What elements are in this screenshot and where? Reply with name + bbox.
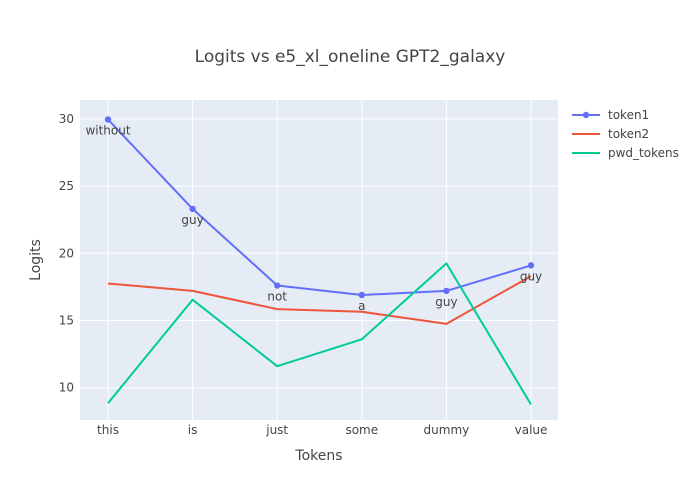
data-point[interactable] — [443, 287, 450, 295]
legend[interactable]: token1 token2 pwd_tokens — [572, 108, 679, 160]
data-label: guy — [435, 295, 457, 309]
data-label: guy — [181, 213, 203, 227]
series-pwd_tokens[interactable] — [107, 262, 532, 406]
y-tick-label: 25 — [59, 179, 74, 193]
x-axis-ticks: this is just some dummy value — [97, 423, 547, 437]
x-tick-label: just — [265, 423, 288, 437]
y-axis-title: Logits — [28, 239, 44, 281]
x-tick-label: value — [515, 423, 548, 437]
legend-marker — [582, 111, 590, 119]
series-line-token2[interactable] — [107, 275, 532, 325]
legend-item-token1[interactable]: token1 — [572, 108, 649, 122]
series-line-pwd_tokens[interactable] — [107, 262, 532, 406]
data-point[interactable] — [527, 262, 535, 269]
legend-item-token2[interactable]: token2 — [572, 127, 649, 141]
legend-label: token1 — [608, 108, 649, 122]
legend-label: pwd_tokens — [608, 146, 679, 160]
legend-item-pwd_tokens[interactable]: pwd_tokens — [572, 146, 679, 160]
x-axis-title: Tokens — [294, 448, 342, 464]
x-tick-label: some — [345, 423, 378, 437]
y-tick-label: 10 — [59, 381, 74, 395]
chart-title: Logits vs e5_xl_oneline GPT2_galaxy — [195, 47, 506, 67]
grid-lines — [80, 100, 558, 420]
legend-label: token2 — [608, 127, 649, 141]
series-token2[interactable] — [107, 275, 532, 325]
data-point[interactable] — [189, 205, 196, 213]
y-tick-label: 20 — [59, 246, 74, 260]
data-label: without — [85, 123, 130, 137]
y-axis-ticks: 10 15 20 25 30 — [59, 112, 74, 395]
y-tick-label: 15 — [59, 314, 74, 328]
series-layer — [104, 116, 535, 406]
y-tick-label: 30 — [59, 112, 74, 126]
x-tick-label: is — [188, 423, 198, 437]
data-point[interactable] — [358, 291, 365, 299]
data-label: guy — [520, 269, 542, 283]
data-label: a — [358, 299, 365, 313]
data-point[interactable] — [104, 116, 112, 123]
x-tick-label: this — [97, 423, 119, 437]
data-point[interactable] — [274, 282, 281, 289]
point-labels: without guy not a guy guy — [85, 123, 542, 312]
x-tick-label: dummy — [424, 423, 470, 437]
data-label: not — [267, 290, 287, 304]
plot-area — [80, 100, 558, 420]
